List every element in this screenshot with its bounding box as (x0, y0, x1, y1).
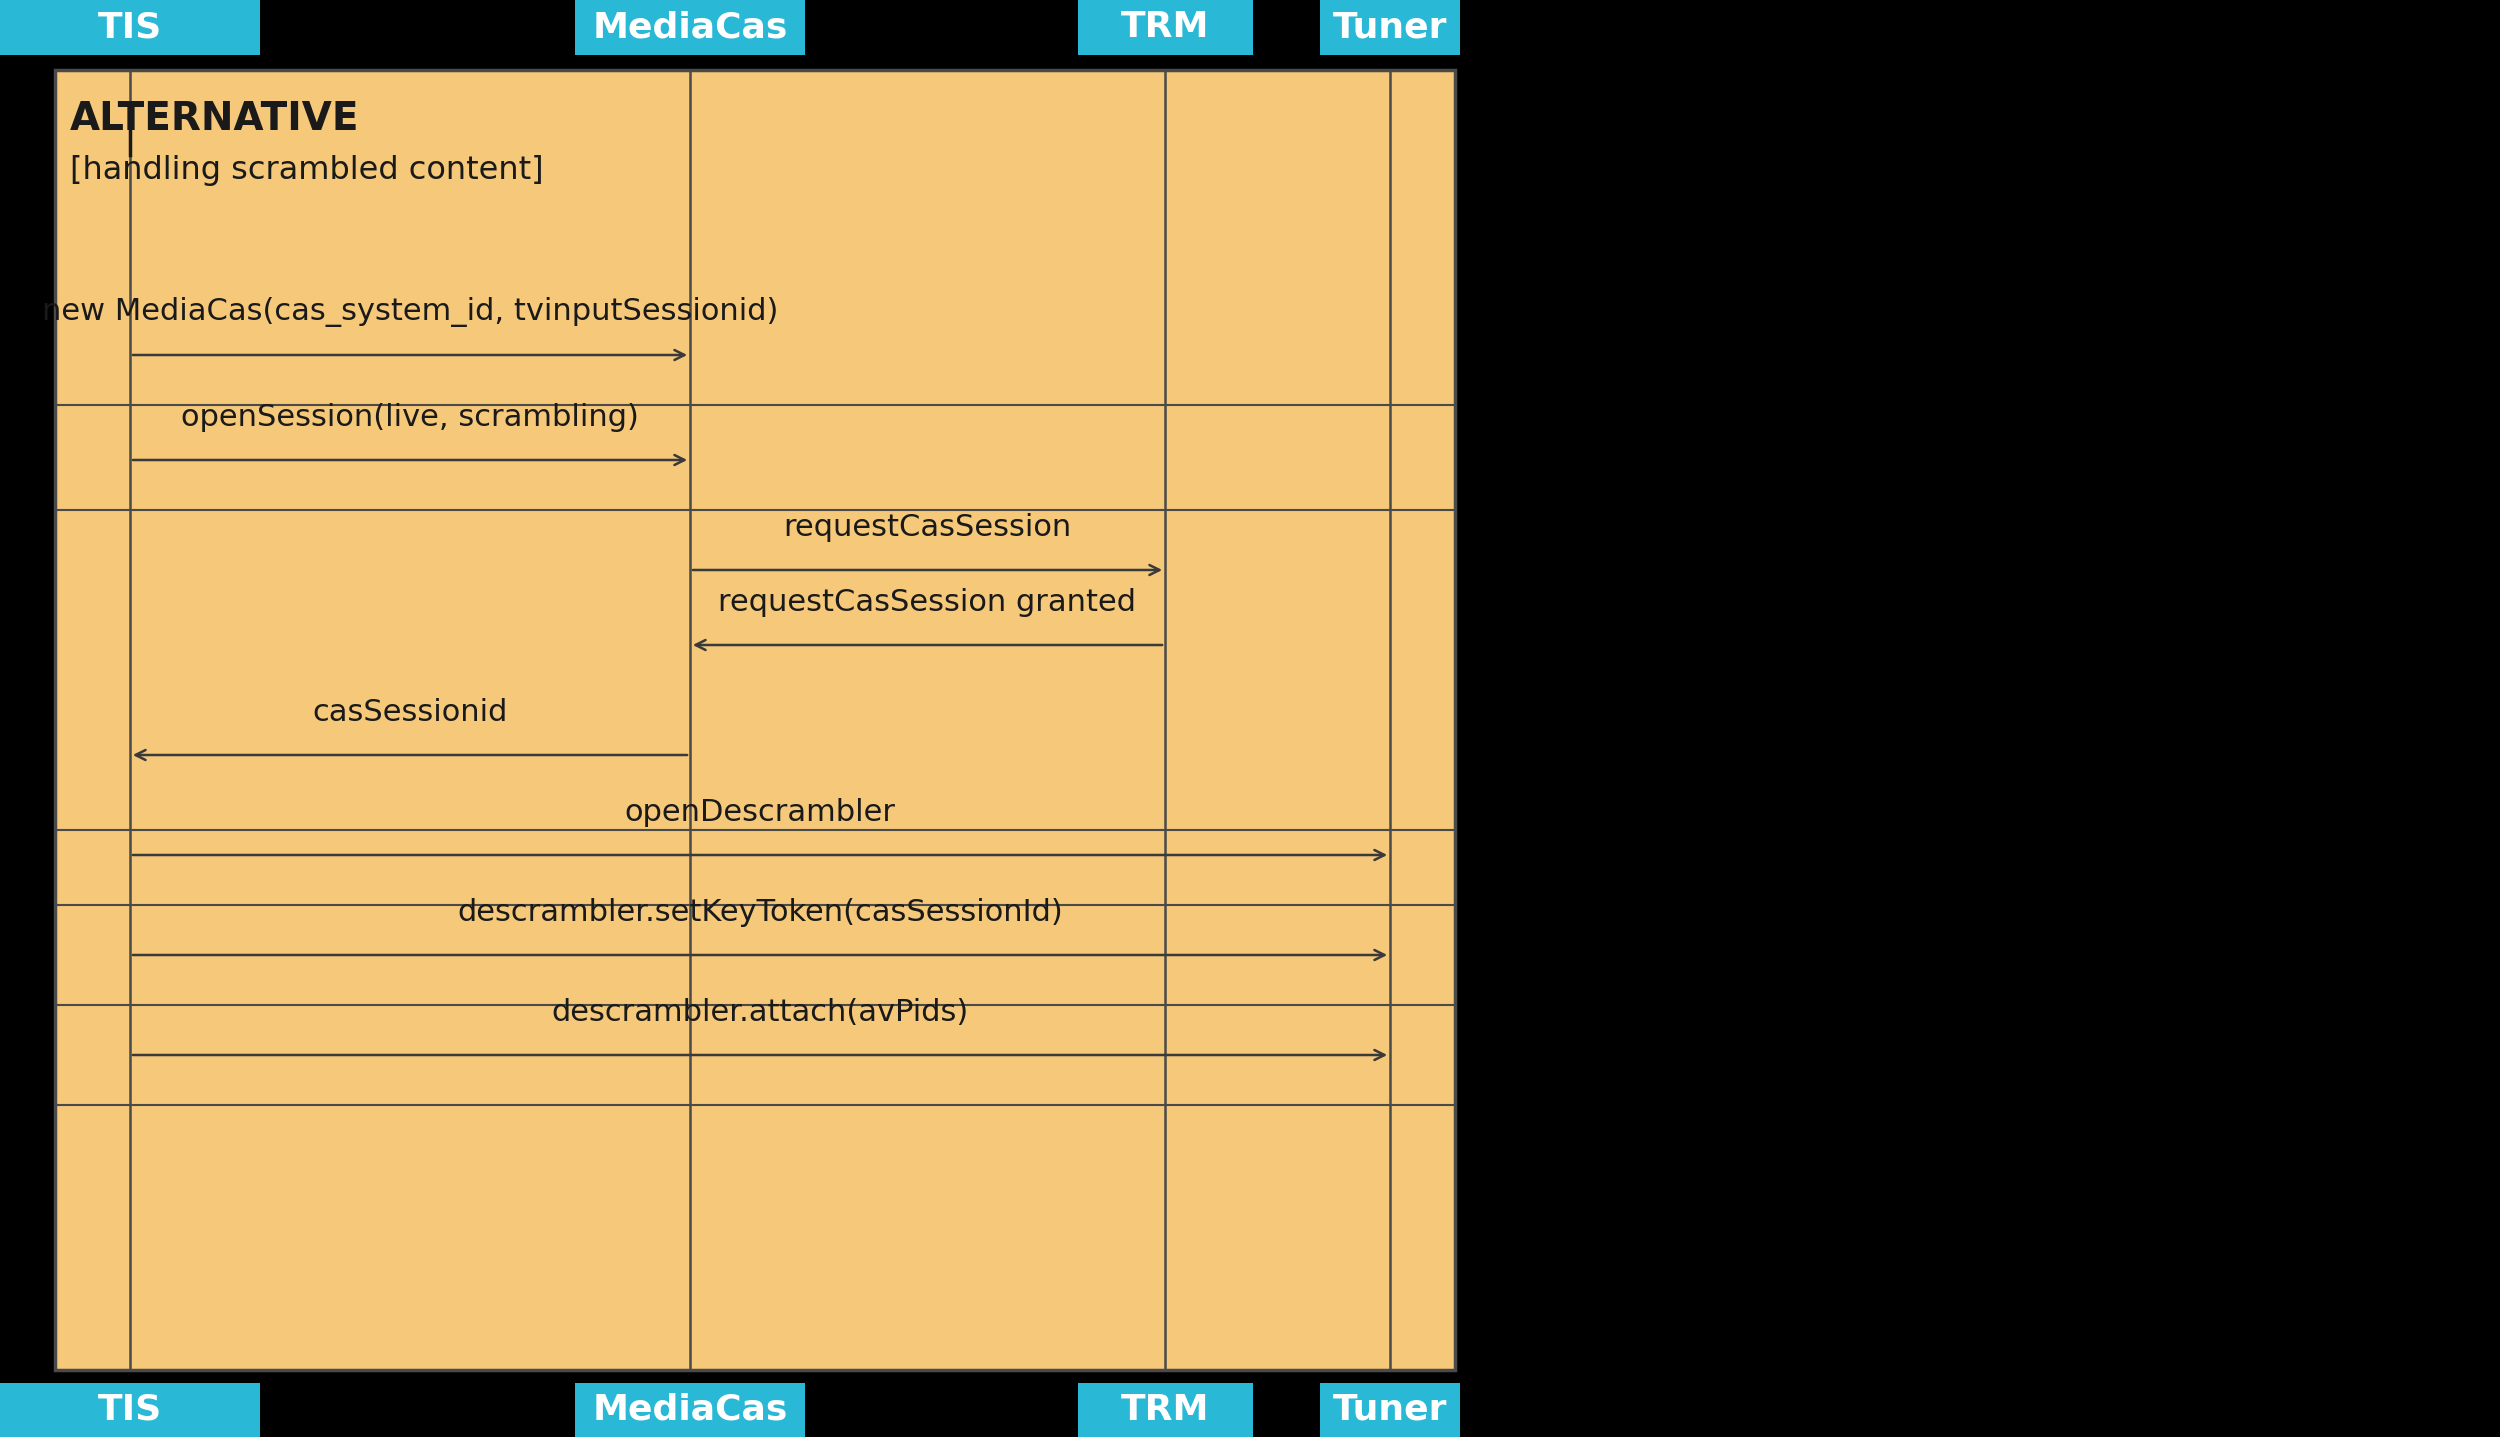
Text: descrambler.attach(avPids): descrambler.attach(avPids) (552, 999, 968, 1027)
Text: Tuner: Tuner (1332, 1392, 1447, 1427)
Text: TIS: TIS (98, 1392, 162, 1427)
Bar (1320, 0, 1460, 55)
Bar (1078, 1382, 1252, 1437)
Bar (575, 1382, 805, 1437)
Bar (1320, 1382, 1460, 1437)
Text: requestCasSession: requestCasSession (782, 513, 1072, 542)
Text: requestCasSession granted: requestCasSession granted (718, 588, 1138, 616)
Text: casSessionid: casSessionid (312, 698, 508, 727)
Bar (0, 1382, 260, 1437)
Text: ALTERNATIVE: ALTERNATIVE (70, 101, 360, 138)
Bar (55, 70, 1455, 1369)
Text: TIS: TIS (98, 10, 162, 45)
Bar (575, 0, 805, 55)
Bar (1078, 0, 1252, 55)
Text: openSession(live, scrambling): openSession(live, scrambling) (180, 402, 640, 433)
Text: descrambler.setKeyToken(casSessionId): descrambler.setKeyToken(casSessionId) (458, 898, 1062, 927)
Bar (0, 0, 260, 55)
Text: MediaCas: MediaCas (592, 1392, 788, 1427)
Text: MediaCas: MediaCas (592, 10, 788, 45)
Text: openDescrambler: openDescrambler (625, 798, 895, 828)
Text: [handling scrambled content]: [handling scrambled content] (70, 155, 542, 185)
Text: TRM: TRM (1120, 1392, 1210, 1427)
Text: new MediaCas(cas_system_id, tvinputSessionid): new MediaCas(cas_system_id, tvinputSessi… (42, 297, 778, 328)
Text: Tuner: Tuner (1332, 10, 1447, 45)
Text: TRM: TRM (1120, 10, 1210, 45)
